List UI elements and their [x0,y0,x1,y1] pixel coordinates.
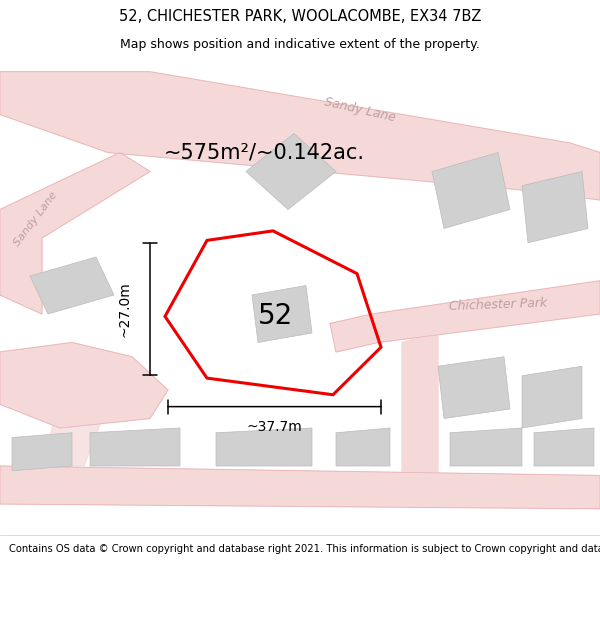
Polygon shape [438,357,510,419]
Polygon shape [336,428,390,466]
Text: Map shows position and indicative extent of the property.: Map shows position and indicative extent… [120,38,480,51]
Text: Contains OS data © Crown copyright and database right 2021. This information is : Contains OS data © Crown copyright and d… [9,544,600,554]
Polygon shape [0,152,150,314]
Polygon shape [42,399,108,466]
Polygon shape [432,152,510,229]
Polygon shape [246,134,336,209]
Text: ~37.7m: ~37.7m [247,419,302,434]
Polygon shape [0,72,600,200]
Polygon shape [12,432,72,471]
Text: 52, CHICHESTER PARK, WOOLACOMBE, EX34 7BZ: 52, CHICHESTER PARK, WOOLACOMBE, EX34 7B… [119,9,481,24]
Polygon shape [0,342,168,428]
Polygon shape [522,366,582,428]
Polygon shape [450,428,522,466]
Text: 52: 52 [259,302,293,331]
Polygon shape [252,286,312,342]
Polygon shape [90,428,180,466]
Text: ~575m²/~0.142ac.: ~575m²/~0.142ac. [163,142,365,162]
Text: Chichester Park: Chichester Park [449,296,547,312]
Text: Sandy Lane: Sandy Lane [13,190,59,248]
Polygon shape [534,428,594,466]
Polygon shape [522,171,588,242]
Polygon shape [30,257,114,314]
Text: ~27.0m: ~27.0m [118,281,132,337]
Polygon shape [0,466,600,509]
Polygon shape [216,428,312,466]
Text: Sandy Lane: Sandy Lane [323,95,397,124]
Polygon shape [330,281,600,352]
Polygon shape [402,333,438,476]
